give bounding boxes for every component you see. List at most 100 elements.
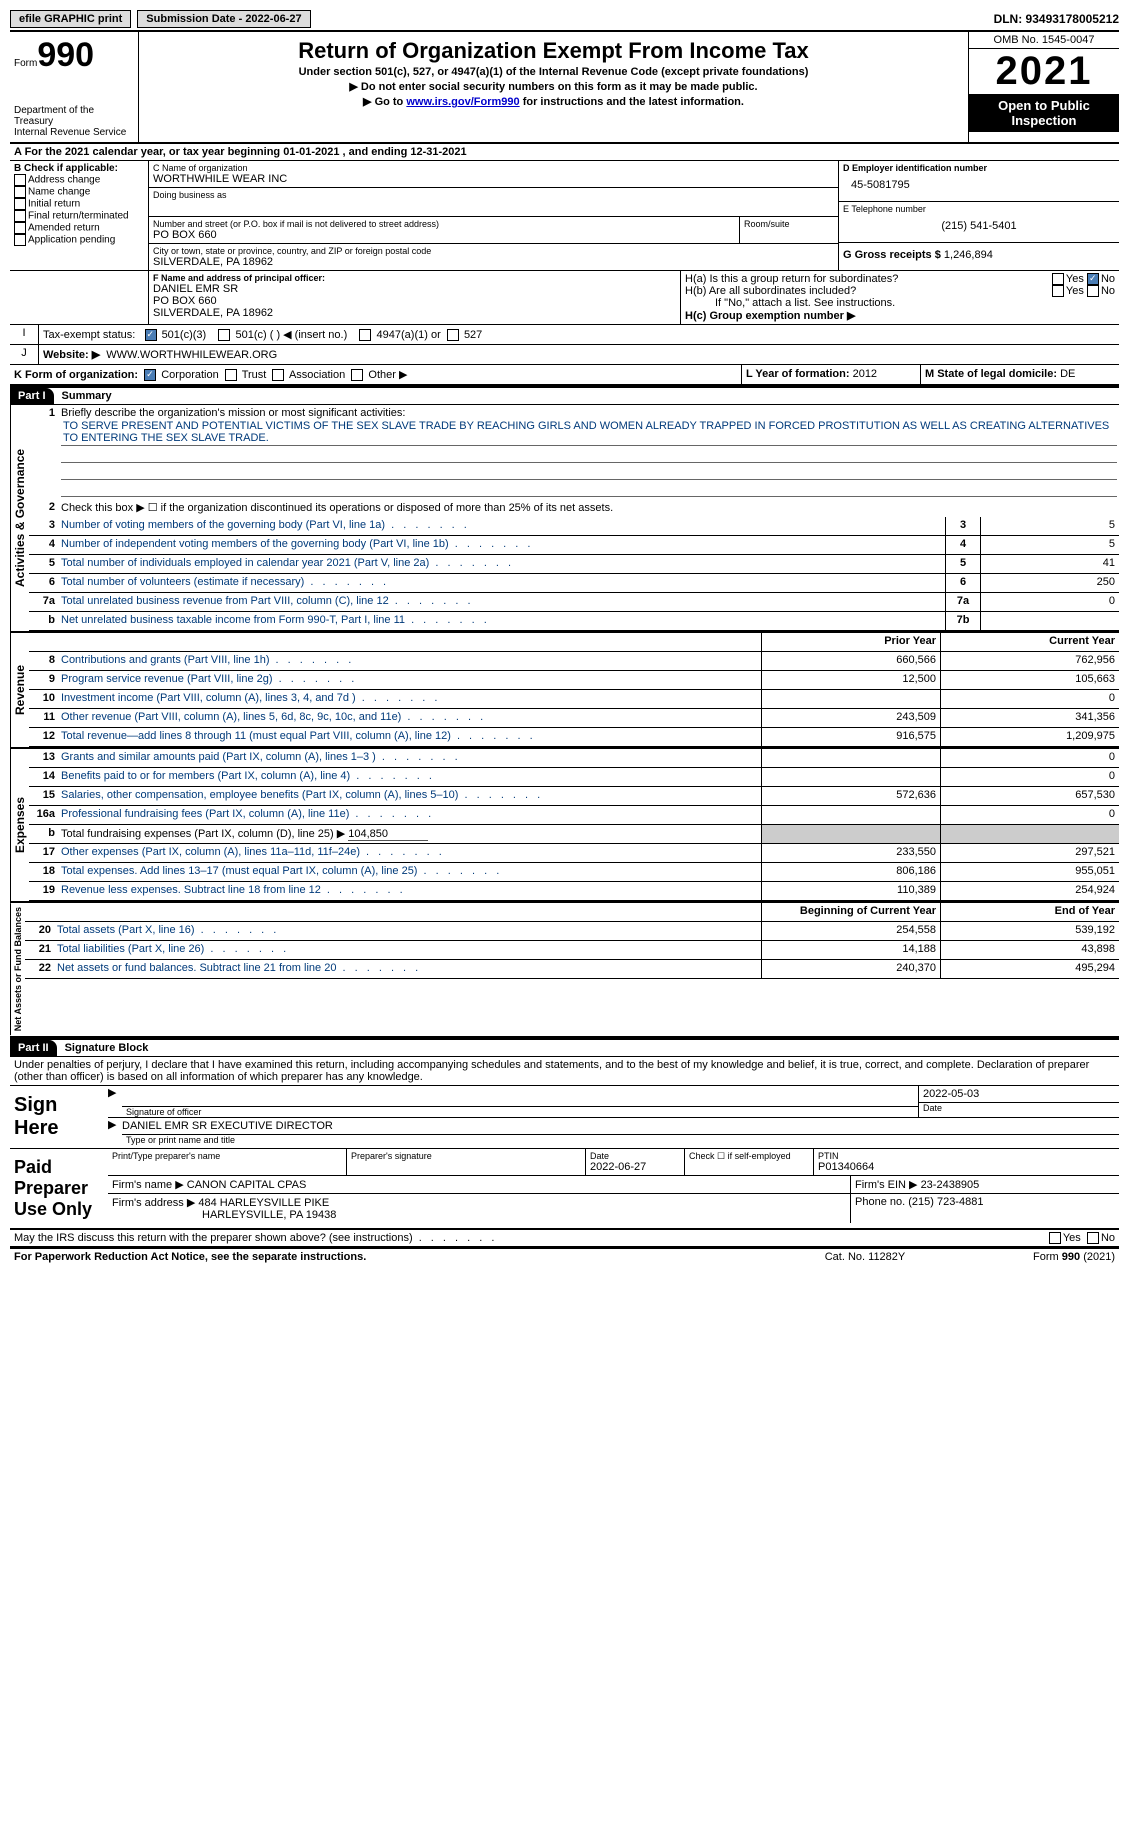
checkbox-pending[interactable] bbox=[14, 234, 26, 246]
form-number: 990 bbox=[37, 36, 94, 74]
checkbox-final[interactable] bbox=[14, 210, 26, 222]
open-inspection: Open to Public Inspection bbox=[969, 94, 1119, 132]
efile-print-button[interactable]: efile GRAPHIC print bbox=[10, 10, 131, 28]
discuss-no[interactable] bbox=[1087, 1232, 1099, 1244]
line-m-value: DE bbox=[1060, 368, 1075, 380]
ptin-value: P01340664 bbox=[818, 1161, 1115, 1173]
irs-link[interactable]: www.irs.gov/Form990 bbox=[406, 96, 519, 108]
l16b-pre: Total fundraising expenses (Part IX, col… bbox=[61, 828, 345, 840]
part-ii-header: Part II Signature Block bbox=[10, 1038, 1119, 1057]
sig-date-caption: Date bbox=[919, 1102, 1119, 1113]
line-m-label: M State of legal domicile: bbox=[925, 368, 1057, 380]
part-i-header: Part I Summary bbox=[10, 386, 1119, 405]
org-name: WORTHWHILE WEAR INC bbox=[153, 173, 834, 185]
l1-label: Briefly describe the organization's miss… bbox=[61, 407, 405, 419]
room-label: Room/suite bbox=[744, 219, 834, 229]
checkbox-amended[interactable] bbox=[14, 222, 26, 234]
goto-pre: ▶ Go to bbox=[363, 96, 406, 108]
h-note: If "No," attach a list. See instructions… bbox=[685, 297, 1115, 309]
k-assoc[interactable] bbox=[272, 369, 284, 381]
527-check[interactable] bbox=[447, 329, 459, 341]
ha-no[interactable] bbox=[1087, 273, 1099, 285]
sig-date: 2022-05-03 bbox=[919, 1086, 1119, 1102]
firm-phone-label: Phone no. bbox=[855, 1196, 905, 1208]
shaded-cell bbox=[761, 825, 940, 843]
k-corp[interactable] bbox=[144, 369, 156, 381]
line-l-value: 2012 bbox=[853, 368, 877, 380]
501c-check[interactable] bbox=[218, 329, 230, 341]
sign-here-label: Sign Here bbox=[10, 1086, 108, 1148]
line-j-label: Website: ▶ bbox=[43, 349, 100, 361]
prep-date: 2022-06-27 bbox=[590, 1161, 680, 1173]
hb-no[interactable] bbox=[1087, 285, 1099, 297]
section-revenue: Revenue bbox=[10, 633, 29, 747]
k-trust[interactable] bbox=[225, 369, 237, 381]
prep-name-label: Print/Type preparer's name bbox=[112, 1151, 342, 1161]
dept-label: Department of the Treasury bbox=[14, 105, 134, 127]
goto-post: for instructions and the latest informat… bbox=[520, 96, 744, 108]
l16b-val: 104,850 bbox=[348, 828, 428, 841]
paperwork-notice: For Paperwork Reduction Act Notice, see … bbox=[14, 1251, 765, 1263]
line-k-label: K Form of organization: bbox=[14, 369, 138, 381]
sig-officer-caption: Signature of officer bbox=[122, 1106, 918, 1117]
officer-name-title: DANIEL EMR SR EXECUTIVE DIRECTOR bbox=[122, 1118, 1119, 1134]
part-i-badge: Part I bbox=[10, 388, 54, 404]
name-title-caption: Type or print name and title bbox=[122, 1134, 1119, 1145]
ein-value: 45-5081795 bbox=[843, 179, 1115, 191]
name-label: C Name of organization bbox=[153, 163, 834, 173]
section-expenses: Expenses bbox=[10, 749, 29, 901]
checkbox-initial[interactable] bbox=[14, 198, 26, 210]
officer-name: DANIEL EMR SR bbox=[153, 283, 676, 295]
phone-label: E Telephone number bbox=[843, 204, 1115, 214]
form-header: Form990 Department of the Treasury Inter… bbox=[10, 32, 1119, 144]
hb-yes[interactable] bbox=[1052, 285, 1064, 297]
officer-city: SILVERDALE, PA 18962 bbox=[153, 307, 676, 319]
header-line1: ▶ Do not enter social security numbers o… bbox=[145, 80, 962, 93]
firm-addr1: 484 HARLEYSVILLE PIKE bbox=[198, 1197, 329, 1209]
4947-check[interactable] bbox=[359, 329, 371, 341]
part-i-title: Summary bbox=[54, 390, 112, 402]
form-subtitle: Under section 501(c), 527, or 4947(a)(1)… bbox=[145, 66, 962, 78]
checkbox-name[interactable] bbox=[14, 186, 26, 198]
gross-label: G Gross receipts $ bbox=[843, 249, 941, 261]
line-a-tax-year: A For the 2021 calendar year, or tax yea… bbox=[10, 144, 1119, 161]
discuss-yes[interactable] bbox=[1049, 1232, 1061, 1244]
form-word: Form bbox=[14, 58, 37, 69]
submission-date-button[interactable]: Submission Date - 2022-06-27 bbox=[137, 10, 310, 28]
l2-text: Check this box ▶ ☐ if the organization d… bbox=[59, 499, 1119, 517]
officer-street: PO BOX 660 bbox=[153, 295, 676, 307]
firm-name: CANON CAPITAL CPAS bbox=[187, 1179, 307, 1191]
omb-number: OMB No. 1545-0047 bbox=[969, 32, 1119, 49]
col-begin: Beginning of Current Year bbox=[761, 903, 940, 921]
dba-label: Doing business as bbox=[153, 190, 834, 200]
ein-label: D Employer identification number bbox=[843, 163, 1115, 173]
check-self: Check ☐ if self-employed bbox=[685, 1149, 814, 1175]
city-label: City or town, state or province, country… bbox=[153, 246, 834, 256]
firm-name-label: Firm's name ▶ bbox=[112, 1179, 184, 1191]
firm-ein: 23-2438905 bbox=[921, 1179, 980, 1191]
irs-label: Internal Revenue Service bbox=[14, 127, 134, 138]
ha-yes[interactable] bbox=[1052, 273, 1064, 285]
k-other[interactable] bbox=[351, 369, 363, 381]
firm-phone: (215) 723-4881 bbox=[908, 1196, 983, 1208]
street-label: Number and street (or P.O. box if mail i… bbox=[153, 219, 735, 229]
cat-no: Cat. No. 11282Y bbox=[765, 1251, 965, 1263]
section-net: Net Assets or Fund Balances bbox=[10, 903, 25, 1035]
hc-label: H(c) Group exemption number ▶ bbox=[685, 309, 1115, 322]
hb-label: H(b) Are all subordinates included? bbox=[685, 285, 1052, 297]
line-l-label: L Year of formation: bbox=[746, 368, 850, 380]
col-current: Current Year bbox=[940, 633, 1119, 651]
col-prior: Prior Year bbox=[761, 633, 940, 651]
checkbox-address[interactable] bbox=[14, 174, 26, 186]
shaded-cell bbox=[940, 825, 1119, 843]
box-b-label: B Check if applicable: bbox=[14, 163, 144, 174]
prep-sig-label: Preparer's signature bbox=[351, 1151, 581, 1161]
dln-label: DLN: 93493178005212 bbox=[994, 12, 1119, 26]
firm-addr-label: Firm's address ▶ bbox=[112, 1197, 195, 1209]
firm-ein-label: Firm's EIN ▶ bbox=[855, 1179, 918, 1191]
paid-preparer-label: Paid Preparer Use Only bbox=[10, 1149, 108, 1228]
declaration: Under penalties of perjury, I declare th… bbox=[10, 1057, 1119, 1086]
tax-year: 2021 bbox=[969, 49, 1119, 94]
gross-value: 1,246,894 bbox=[944, 249, 993, 261]
501c3-check[interactable] bbox=[145, 329, 157, 341]
